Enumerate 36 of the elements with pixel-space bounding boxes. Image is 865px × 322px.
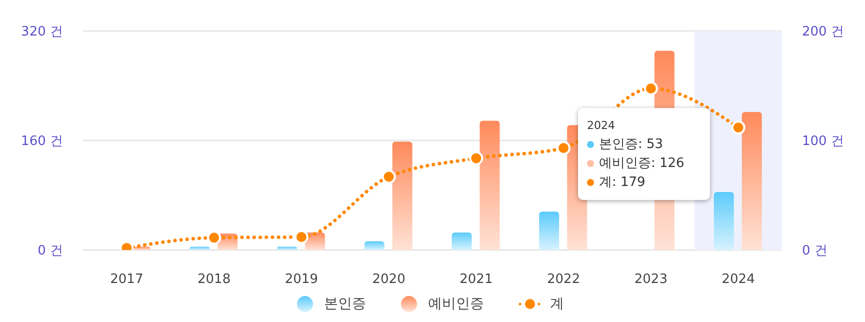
point: [731, 120, 746, 134]
point: [207, 230, 222, 245]
legend-label: 본인증: [324, 295, 366, 313]
bar: [742, 112, 762, 250]
bar: [539, 212, 560, 250]
point: [556, 141, 571, 156]
bar: [276, 246, 297, 250]
x-tick-label: 2017: [110, 272, 144, 288]
bar: [480, 120, 500, 250]
bar: [392, 142, 412, 250]
x-tick-label: 2024: [722, 272, 755, 288]
y-tick-label: 160 건: [21, 134, 63, 150]
x-tick-label: 2020: [372, 272, 406, 288]
x-tick-label: 2019: [284, 272, 318, 288]
point: [382, 170, 396, 184]
annotation: 본인증: 53: [599, 136, 664, 154]
annotation: 계: 179: [599, 174, 646, 192]
y2-tick-label: 0 건: [802, 244, 828, 259]
y2-tick-label: 200 건: [802, 24, 844, 40]
bar: [190, 246, 210, 250]
x-tick-label: 2021: [460, 272, 493, 288]
bar: [714, 192, 734, 250]
y2-tick-label: 100 건: [802, 134, 844, 150]
y-tick-label: 320 건: [21, 24, 63, 40]
point: [469, 151, 484, 166]
legend-label: 계: [550, 295, 564, 313]
point: [644, 81, 658, 96]
legend-label: 예비인증: [428, 295, 484, 313]
y-tick-label: 0 건: [38, 244, 63, 259]
bar: [452, 232, 472, 250]
x-tick-label: 2018: [198, 272, 231, 288]
x-tick-label: 2022: [547, 272, 580, 288]
x-tick-label: 2023: [634, 272, 668, 288]
annotation: 예비인증: 126: [599, 155, 684, 173]
annotation: 2024: [587, 118, 615, 134]
bar: [364, 241, 384, 250]
